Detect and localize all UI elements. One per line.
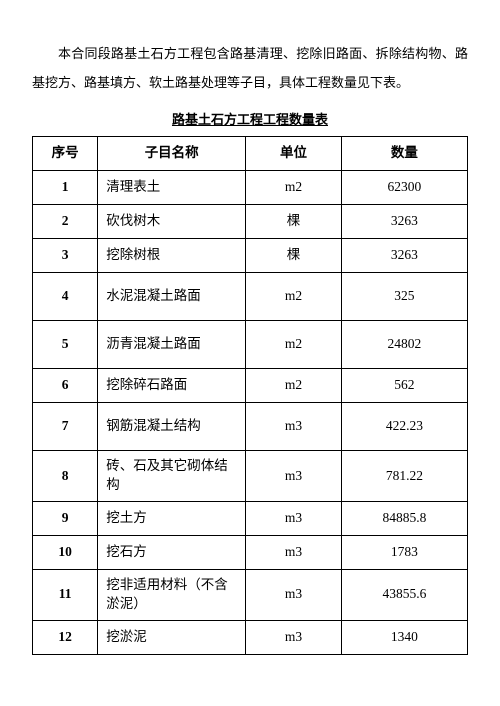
cell-name: 砖、石及其它砌体结构 (98, 451, 246, 502)
cell-seq: 9 (33, 501, 98, 535)
table-row: 7钢筋混凝土结构m3422.23 (33, 403, 468, 451)
cell-seq: 1 (33, 171, 98, 205)
cell-seq: 7 (33, 403, 98, 451)
cell-name: 水泥混凝土路面 (98, 273, 246, 321)
table-row: 11挖非适用材料（不含淤泥）m343855.6 (33, 569, 468, 620)
cell-unit: m2 (246, 273, 342, 321)
cell-name: 挖土方 (98, 501, 246, 535)
cell-name: 沥青混凝土路面 (98, 321, 246, 369)
cell-unit: m3 (246, 403, 342, 451)
cell-name: 挖除树根 (98, 239, 246, 273)
cell-seq: 6 (33, 369, 98, 403)
table-row: 4水泥混凝土路面m2325 (33, 273, 468, 321)
cell-unit: m2 (246, 369, 342, 403)
cell-unit: m2 (246, 171, 342, 205)
cell-name: 钢筋混凝土结构 (98, 403, 246, 451)
header-name: 子目名称 (98, 137, 246, 171)
cell-unit: m3 (246, 569, 342, 620)
header-qty: 数量 (341, 137, 467, 171)
cell-unit: m2 (246, 321, 342, 369)
cell-seq: 11 (33, 569, 98, 620)
cell-name: 挖非适用材料（不含淤泥） (98, 569, 246, 620)
cell-qty: 562 (341, 369, 467, 403)
header-unit: 单位 (246, 137, 342, 171)
table-row: 2砍伐树木棵3263 (33, 205, 468, 239)
cell-seq: 2 (33, 205, 98, 239)
cell-unit: 棵 (246, 205, 342, 239)
cell-name: 挖除碎石路面 (98, 369, 246, 403)
cell-seq: 8 (33, 451, 98, 502)
cell-qty: 3263 (341, 205, 467, 239)
table-row: 5沥青混凝土路面m224802 (33, 321, 468, 369)
table-row: 6挖除碎石路面m2562 (33, 369, 468, 403)
cell-qty: 43855.6 (341, 569, 467, 620)
table-row: 9挖土方m384885.8 (33, 501, 468, 535)
cell-qty: 3263 (341, 239, 467, 273)
cell-qty: 24802 (341, 321, 467, 369)
cell-name: 砍伐树木 (98, 205, 246, 239)
cell-name: 挖石方 (98, 535, 246, 569)
table-row: 1清理表土m262300 (33, 171, 468, 205)
cell-name: 清理表土 (98, 171, 246, 205)
cell-name: 挖淤泥 (98, 620, 246, 654)
cell-qty: 1340 (341, 620, 467, 654)
cell-qty: 781.22 (341, 451, 467, 502)
cell-unit: m3 (246, 501, 342, 535)
table-row: 10挖石方m31783 (33, 535, 468, 569)
header-seq: 序号 (33, 137, 98, 171)
cell-seq: 3 (33, 239, 98, 273)
table-row: 8砖、石及其它砌体结构m3781.22 (33, 451, 468, 502)
cell-unit: m3 (246, 535, 342, 569)
cell-unit: m3 (246, 451, 342, 502)
table-title: 路基土石方工程工程数量表 (32, 109, 468, 128)
cell-seq: 5 (33, 321, 98, 369)
cell-qty: 325 (341, 273, 467, 321)
cell-seq: 4 (33, 273, 98, 321)
intro-paragraph: 本合同段路基土石方工程包含路基清理、挖除旧路面、拆除结构物、路基挖方、路基填方、… (32, 40, 468, 97)
cell-seq: 10 (33, 535, 98, 569)
cell-unit: 棵 (246, 239, 342, 273)
table-header-row: 序号 子目名称 单位 数量 (33, 137, 468, 171)
cell-qty: 84885.8 (341, 501, 467, 535)
quantity-table: 序号 子目名称 单位 数量 1清理表土m2623002砍伐树木棵32633挖除树… (32, 136, 468, 655)
cell-qty: 1783 (341, 535, 467, 569)
cell-qty: 62300 (341, 171, 467, 205)
table-row: 12挖淤泥m31340 (33, 620, 468, 654)
cell-unit: m3 (246, 620, 342, 654)
cell-qty: 422.23 (341, 403, 467, 451)
table-row: 3挖除树根棵3263 (33, 239, 468, 273)
cell-seq: 12 (33, 620, 98, 654)
